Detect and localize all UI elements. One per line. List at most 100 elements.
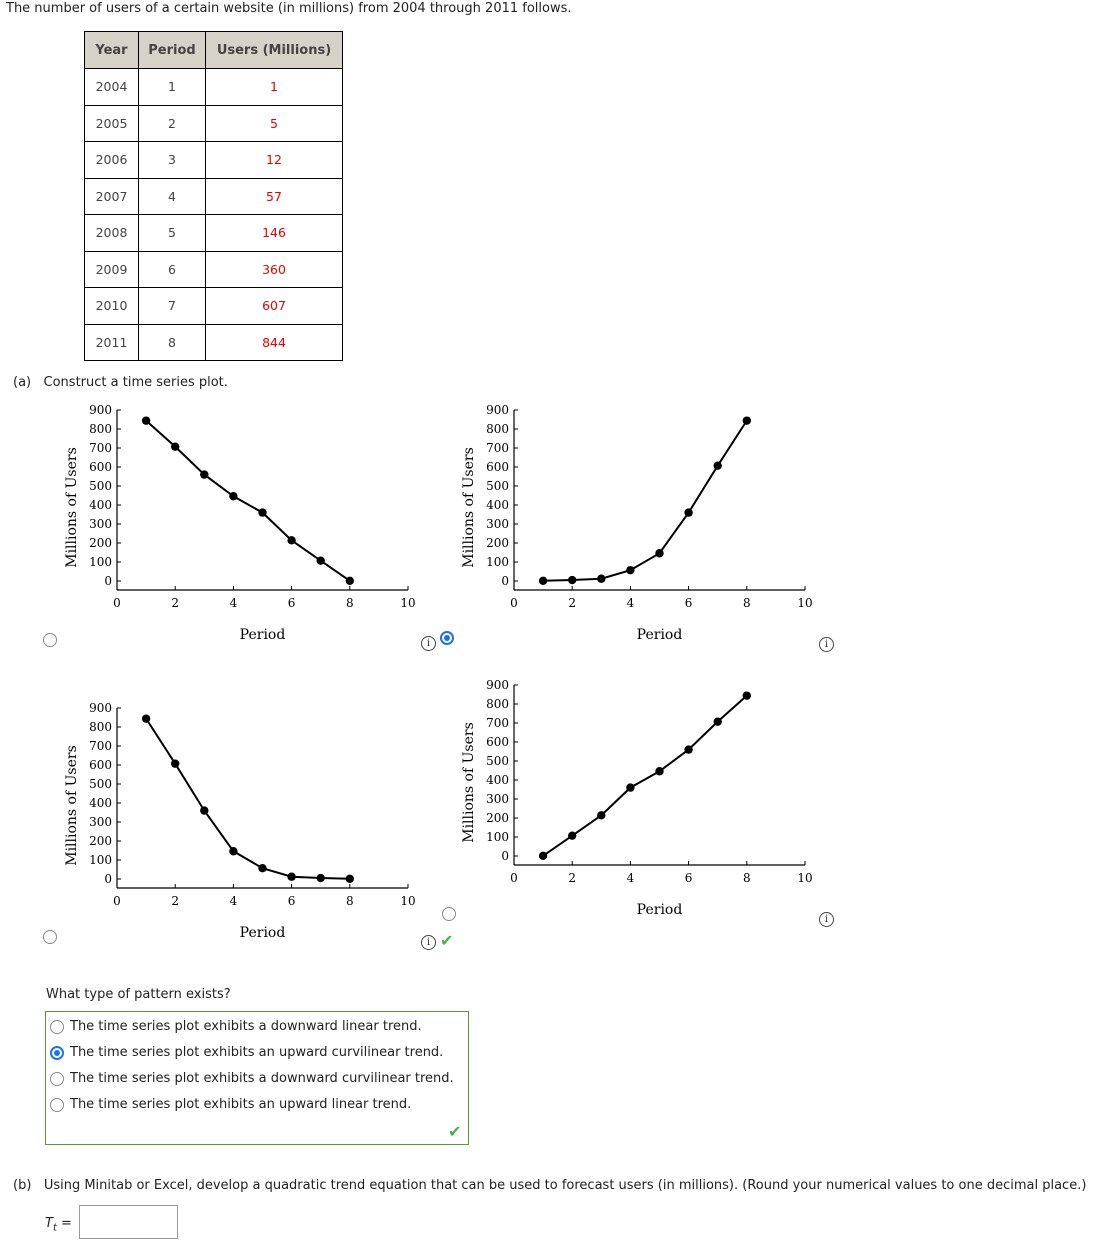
table-row: 2010 7 607 — [84, 287, 343, 325]
svg-text:700: 700 — [89, 739, 112, 753]
intro-text: The number of users of a certain website… — [6, 1, 572, 16]
svg-text:8: 8 — [346, 596, 354, 610]
svg-text:2: 2 — [171, 894, 179, 908]
period-cell: 7 — [138, 287, 206, 325]
eq-subscript: t — [52, 1222, 57, 1234]
svg-text:700: 700 — [486, 716, 509, 730]
svg-text:200: 200 — [89, 834, 112, 848]
svg-text:500: 500 — [89, 479, 112, 493]
table-row: 2008 5 146 — [84, 214, 343, 252]
info-icon[interactable]: i — [421, 935, 436, 950]
svg-text:800: 800 — [486, 697, 509, 711]
period-cell: 1 — [138, 68, 206, 106]
svg-text:8: 8 — [743, 871, 751, 885]
pattern-option-2[interactable]: The time series plot exhibits a downward… — [50, 1071, 454, 1086]
svg-text:6: 6 — [288, 894, 296, 908]
svg-text:100: 100 — [89, 555, 112, 569]
table-row: 2009 6 360 — [84, 250, 343, 288]
year-cell: 2004 — [84, 68, 139, 106]
svg-text:100: 100 — [89, 853, 112, 867]
svg-text:100: 100 — [486, 555, 509, 569]
pattern-option-0[interactable]: The time series plot exhibits a downward… — [50, 1019, 422, 1034]
users-cell: 1 — [205, 68, 343, 106]
part-a-label: (a) Construct a time series plot. — [13, 375, 228, 390]
svg-text:800: 800 — [89, 422, 112, 436]
info-icon[interactable]: i — [819, 637, 834, 652]
table-row: 2005 2 5 — [84, 104, 343, 142]
option-label: The time series plot exhibits a downward… — [70, 1019, 422, 1034]
period-cell: 6 — [138, 250, 206, 288]
pattern-options-box: The time series plot exhibits a downward… — [45, 1011, 469, 1145]
part-b-letter: (b) — [13, 1178, 32, 1193]
header-users: Users (Millions) — [205, 31, 343, 69]
part-b-text: (b) Using Minitab or Excel, develop a qu… — [13, 1178, 1086, 1193]
time-series-plot-option-b: 0 100 200 300 400 500 600 700 800 900 0 2 4 6 8 10 Perio… — [461, 403, 813, 643]
table-row: 2004 1 1 — [84, 68, 343, 106]
radio-0[interactable] — [50, 1019, 64, 1034]
eq-symbol: T — [45, 1216, 53, 1231]
svg-text:Millions of Users: Millions of Users — [461, 447, 477, 568]
svg-text:600: 600 — [89, 460, 112, 474]
svg-text:900: 900 — [89, 403, 112, 417]
users-cell: 607 — [205, 287, 343, 325]
users-cell: 5 — [205, 104, 343, 142]
period-cell: 5 — [138, 214, 206, 252]
option-d-radio[interactable] — [442, 907, 456, 921]
svg-text:4: 4 — [230, 596, 238, 610]
correct-check-icon: ✔ — [440, 931, 454, 950]
svg-text:500: 500 — [89, 777, 112, 791]
users-cell: 360 — [205, 250, 343, 288]
period-cell: 2 — [138, 104, 206, 142]
svg-text:300: 300 — [89, 815, 112, 829]
svg-text:Period: Period — [240, 627, 286, 643]
users-cell: 57 — [205, 177, 343, 215]
year-cell: 2011 — [84, 323, 139, 361]
period-cell: 8 — [138, 323, 206, 361]
info-icon[interactable]: i — [421, 636, 436, 651]
svg-text:400: 400 — [486, 498, 509, 512]
radio-1[interactable] — [50, 1045, 64, 1060]
pattern-question: What type of pattern exists? — [46, 987, 231, 1002]
time-series-plot-option-a: 0 100 200 300 400 500 600 700 800 900 0 2 4 6 8 10 Perio… — [64, 403, 416, 643]
info-icon[interactable]: i — [819, 912, 834, 927]
header-year: Year — [84, 31, 139, 69]
table-row: 2007 4 57 — [84, 177, 343, 215]
option-label: The time series plot exhibits an upward … — [70, 1045, 444, 1060]
svg-text:6: 6 — [685, 596, 693, 610]
svg-text:500: 500 — [486, 754, 509, 768]
eq-equals: = — [61, 1216, 72, 1231]
option-a-radio[interactable] — [43, 633, 57, 647]
pattern-option-3[interactable]: The time series plot exhibits an upward … — [50, 1097, 411, 1112]
svg-text:2: 2 — [171, 596, 179, 610]
svg-text:200: 200 — [486, 811, 509, 825]
svg-text:Millions of Users: Millions of Users — [64, 447, 80, 568]
period-cell: 3 — [138, 141, 206, 179]
radio-2[interactable] — [50, 1071, 64, 1086]
svg-text:300: 300 — [486, 792, 509, 806]
trend-equation-input[interactable] — [79, 1205, 178, 1239]
svg-text:200: 200 — [89, 536, 112, 550]
svg-text:Millions of Users: Millions of Users — [461, 722, 477, 843]
svg-text:900: 900 — [486, 678, 509, 692]
option-b-radio[interactable] — [440, 631, 454, 645]
svg-text:0: 0 — [501, 574, 509, 588]
year-cell: 2006 — [84, 141, 139, 179]
svg-text:2: 2 — [568, 596, 576, 610]
users-cell: 146 — [205, 214, 343, 252]
table-row: 2011 8 844 — [84, 323, 343, 361]
svg-text:4: 4 — [230, 894, 238, 908]
svg-text:400: 400 — [89, 498, 112, 512]
svg-text:900: 900 — [89, 701, 112, 715]
part-b-prompt: Using Minitab or Excel, develop a quadra… — [43, 1178, 1087, 1193]
svg-text:600: 600 — [486, 735, 509, 749]
svg-text:400: 400 — [486, 773, 509, 787]
svg-text:900: 900 — [486, 403, 509, 417]
pattern-option-1[interactable]: The time series plot exhibits an upward … — [50, 1045, 443, 1060]
svg-text:600: 600 — [89, 758, 112, 772]
option-c-radio[interactable] — [43, 930, 57, 944]
radio-3[interactable] — [50, 1097, 64, 1112]
svg-text:4: 4 — [627, 596, 635, 610]
option-label: The time series plot exhibits an upward … — [70, 1097, 412, 1112]
svg-text:6: 6 — [685, 871, 693, 885]
svg-text:Period: Period — [240, 925, 286, 941]
